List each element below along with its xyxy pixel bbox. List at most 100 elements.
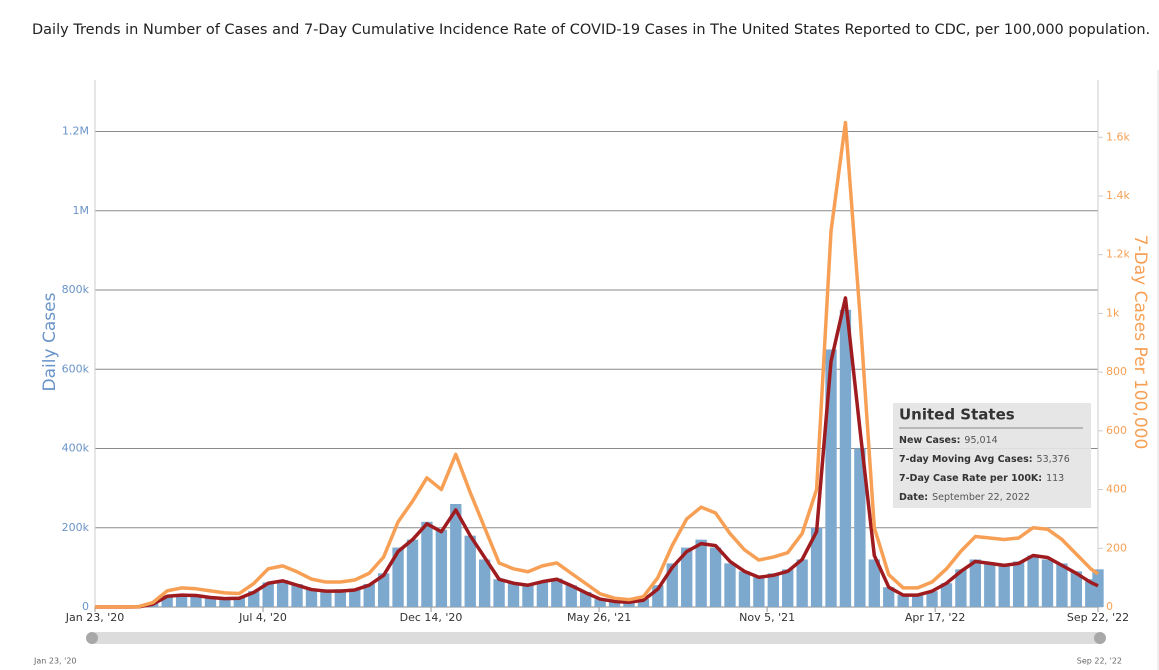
y2-tick-label: 600 bbox=[1106, 424, 1127, 437]
x-tick-label: Jan 23, '20 bbox=[65, 611, 124, 624]
bar bbox=[709, 547, 722, 607]
y-tick-label: 600k bbox=[62, 362, 90, 375]
bar bbox=[652, 585, 664, 607]
bar bbox=[594, 599, 606, 607]
y-tick-label: 200k bbox=[62, 521, 90, 534]
y-axis-label: Daily Cases bbox=[40, 292, 60, 391]
bar bbox=[276, 580, 289, 607]
bar bbox=[464, 535, 476, 607]
bar bbox=[825, 349, 837, 607]
bar bbox=[291, 584, 303, 607]
bar bbox=[926, 591, 938, 607]
tooltip-row: 7-day Moving Avg Cases: 53,376 bbox=[899, 454, 1070, 465]
y2-tick-label: 1k bbox=[1106, 306, 1120, 319]
bar bbox=[1070, 571, 1083, 607]
tooltip-row: 7-Day Case Rate per 100K: 113 bbox=[899, 473, 1064, 484]
bar bbox=[955, 569, 967, 607]
y-tick-label: 0 bbox=[82, 600, 89, 613]
y-tick-label: 1M bbox=[73, 204, 90, 217]
bar bbox=[940, 583, 953, 607]
bar bbox=[1041, 559, 1054, 607]
bar bbox=[1027, 555, 1039, 607]
tooltip-label: Date: bbox=[899, 492, 928, 503]
bar bbox=[608, 601, 621, 607]
tooltip-row: New Cases: 95,014 bbox=[899, 435, 998, 446]
bar bbox=[219, 598, 231, 607]
bar bbox=[435, 529, 448, 607]
navigator-end-label: Sep 22, '22 bbox=[1077, 657, 1122, 666]
chart-title: Daily Trends in Number of Cases and 7-Da… bbox=[32, 22, 1151, 38]
bar bbox=[984, 563, 996, 607]
navigator-bar[interactable] bbox=[90, 632, 1102, 644]
bar bbox=[724, 563, 736, 607]
x-tick-label: Jul 4, '20 bbox=[238, 611, 287, 624]
bar bbox=[666, 563, 678, 607]
bar bbox=[421, 521, 433, 607]
x-tick-label: Apr 17, '22 bbox=[905, 611, 966, 624]
bar bbox=[854, 448, 866, 607]
tooltip-label: New Cases: bbox=[899, 435, 960, 446]
bar bbox=[248, 591, 260, 607]
bar bbox=[623, 602, 635, 607]
navigator-handle[interactable] bbox=[1094, 632, 1106, 644]
y-tick-label: 800k bbox=[62, 283, 90, 296]
bar bbox=[681, 547, 693, 607]
bar bbox=[998, 565, 1010, 607]
bar bbox=[637, 599, 650, 607]
tooltip-value: 95,014 bbox=[964, 435, 997, 446]
bar bbox=[536, 581, 549, 607]
bar bbox=[522, 585, 534, 607]
bar bbox=[883, 587, 895, 607]
y2-tick-label: 0 bbox=[1106, 600, 1113, 613]
bar bbox=[1085, 579, 1097, 607]
y-tick-label: 400k bbox=[62, 442, 90, 455]
y2-tick-label: 200 bbox=[1106, 541, 1127, 554]
line bbox=[95, 120, 1099, 609]
bar bbox=[1012, 561, 1025, 607]
bar bbox=[565, 585, 577, 607]
bar bbox=[911, 595, 924, 607]
bar bbox=[349, 589, 361, 607]
bar bbox=[738, 571, 751, 607]
y2-tick-label: 1.6k bbox=[1106, 130, 1130, 143]
x-tick-label: Dec 14, '20 bbox=[400, 611, 463, 624]
bar bbox=[233, 597, 245, 607]
bar bbox=[782, 569, 794, 607]
bar bbox=[190, 595, 202, 607]
bar bbox=[406, 539, 419, 607]
y-tick-label: 1.2M bbox=[62, 125, 89, 138]
grid bbox=[95, 131, 1098, 608]
navigator-handle[interactable] bbox=[86, 632, 98, 644]
y2-tick-label: 800 bbox=[1106, 365, 1127, 378]
bar bbox=[320, 591, 332, 607]
bar bbox=[551, 578, 563, 607]
tooltip-box bbox=[893, 403, 1091, 508]
bar bbox=[810, 527, 823, 607]
bar bbox=[868, 559, 880, 607]
tooltip-title: United States bbox=[899, 406, 1015, 424]
bar bbox=[478, 559, 491, 607]
y2-tick-label: 1.4k bbox=[1106, 189, 1130, 202]
bar bbox=[392, 547, 404, 607]
bar bbox=[1092, 569, 1104, 607]
y2-axis-label: 7-Day Cases Per 100,000 bbox=[1130, 235, 1150, 450]
bar bbox=[450, 503, 462, 607]
line bbox=[95, 296, 1099, 609]
x-tick-label: May 26, '21 bbox=[567, 611, 631, 624]
bar bbox=[262, 582, 274, 607]
x-tick-label: Nov 5, '21 bbox=[739, 611, 795, 624]
bar bbox=[1056, 563, 1068, 607]
bar bbox=[897, 595, 909, 607]
bar bbox=[839, 309, 852, 607]
bar bbox=[695, 539, 707, 607]
tooltip-label: 7-day Moving Avg Cases: bbox=[899, 454, 1033, 465]
bar bbox=[377, 573, 390, 607]
tooltip-label: 7-Day Case Rate per 100K: bbox=[899, 473, 1042, 484]
tooltip-value: 113 bbox=[1046, 473, 1064, 484]
navigator-start-label: Jan 23, '20 bbox=[33, 657, 77, 666]
bar bbox=[161, 595, 173, 607]
bar bbox=[204, 597, 217, 607]
tooltip-value: September 22, 2022 bbox=[932, 492, 1030, 503]
